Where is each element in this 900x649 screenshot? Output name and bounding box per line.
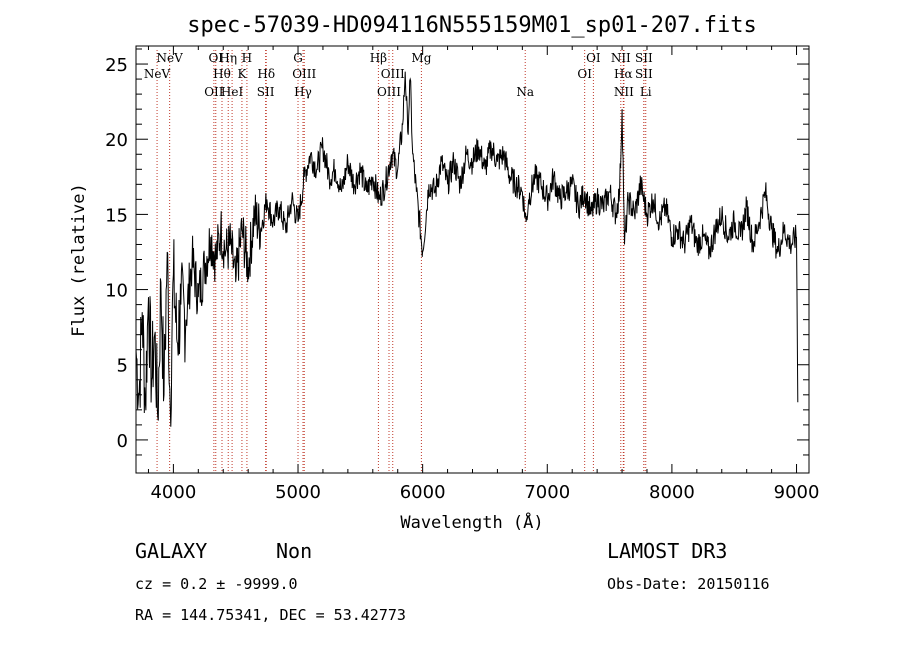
spectral-line-label: OI: [208, 51, 223, 65]
spectral-line-label: Hη: [219, 51, 237, 65]
spectral-line-label: Hγ: [294, 85, 312, 99]
y-tick-label: 25: [105, 55, 128, 76]
object-class: GALAXY: [135, 539, 207, 563]
x-tick-label: 6000: [400, 482, 446, 503]
x-tick-label: 9000: [774, 482, 820, 503]
survey-name: LAMOST DR3: [607, 539, 727, 563]
x-axis: 4000 5000 6000 7000 8000 9000: [147, 46, 820, 503]
spectral-line-label: NII: [614, 85, 634, 99]
spectral-line-label: OIII: [381, 67, 405, 81]
line-markers: [156, 50, 647, 473]
spectral-line-label: SII: [257, 85, 275, 99]
obs-date: Obs-Date: 20150116: [607, 575, 770, 593]
x-tick-label: 7000: [524, 482, 570, 503]
chart-title: spec-57039-HD094116N555159M01_sp01-207.f…: [187, 13, 757, 38]
y-tick-label: 15: [105, 205, 128, 226]
spectral-line-label: Li: [640, 85, 652, 99]
y-tick-label: 5: [117, 356, 128, 377]
spectral-line-label: NeV: [157, 51, 184, 65]
y-axis-label: Flux (relative): [69, 183, 89, 337]
spectral-line-label: Mg: [411, 51, 431, 65]
spectral-line-label: OIII: [292, 67, 316, 81]
spectral-line-label: NeV: [144, 67, 171, 81]
spectral-line-label: H: [242, 51, 252, 65]
spectral-line-label: K: [237, 67, 247, 81]
x-axis-label: Wavelength (Å): [400, 511, 543, 533]
x-tick-label: 8000: [649, 482, 695, 503]
spectral-line-label: Hθ: [213, 67, 231, 81]
line-labels: NeV NeV OII OI Hθ Hη HeI KH Hδ SII G OIII Hγ Hβ OIII OI…: [144, 51, 653, 99]
spectral-line-label: G: [293, 51, 303, 65]
spectrum-series-line: [135, 71, 799, 427]
x-tick-label: 4000: [150, 482, 196, 503]
spectral-line-label: Hβ: [370, 51, 387, 65]
ra-dec: RA = 144.75341, DEC = 53.42773: [135, 606, 406, 624]
spectral-line-label: HeI: [221, 85, 244, 99]
x-tick-label: 5000: [275, 482, 321, 503]
spectral-line-label: SII: [635, 51, 653, 65]
spectral-line-label: Na: [516, 85, 534, 99]
spectral-line-label: SII: [635, 67, 653, 81]
y-tick-label: 0: [117, 431, 128, 452]
spectral-line-label: NII: [611, 51, 631, 65]
spectral-line-label: OII: [204, 85, 224, 99]
spectral-line-label: OI: [577, 67, 592, 81]
spectral-line-label: Hδ: [257, 67, 275, 81]
spectral-line-label: Hα: [614, 67, 633, 81]
object-subclass: Non: [276, 539, 312, 563]
y-tick-label: 20: [105, 130, 128, 151]
redshift-cz: cz = 0.2 ± -9999.0: [135, 575, 298, 593]
spectral-line-label: OIII: [377, 85, 401, 99]
y-axis: 0 5 10 15 20 25: [105, 48, 809, 456]
spectral-line-label: OI: [586, 51, 601, 65]
y-tick-label: 10: [105, 281, 128, 302]
